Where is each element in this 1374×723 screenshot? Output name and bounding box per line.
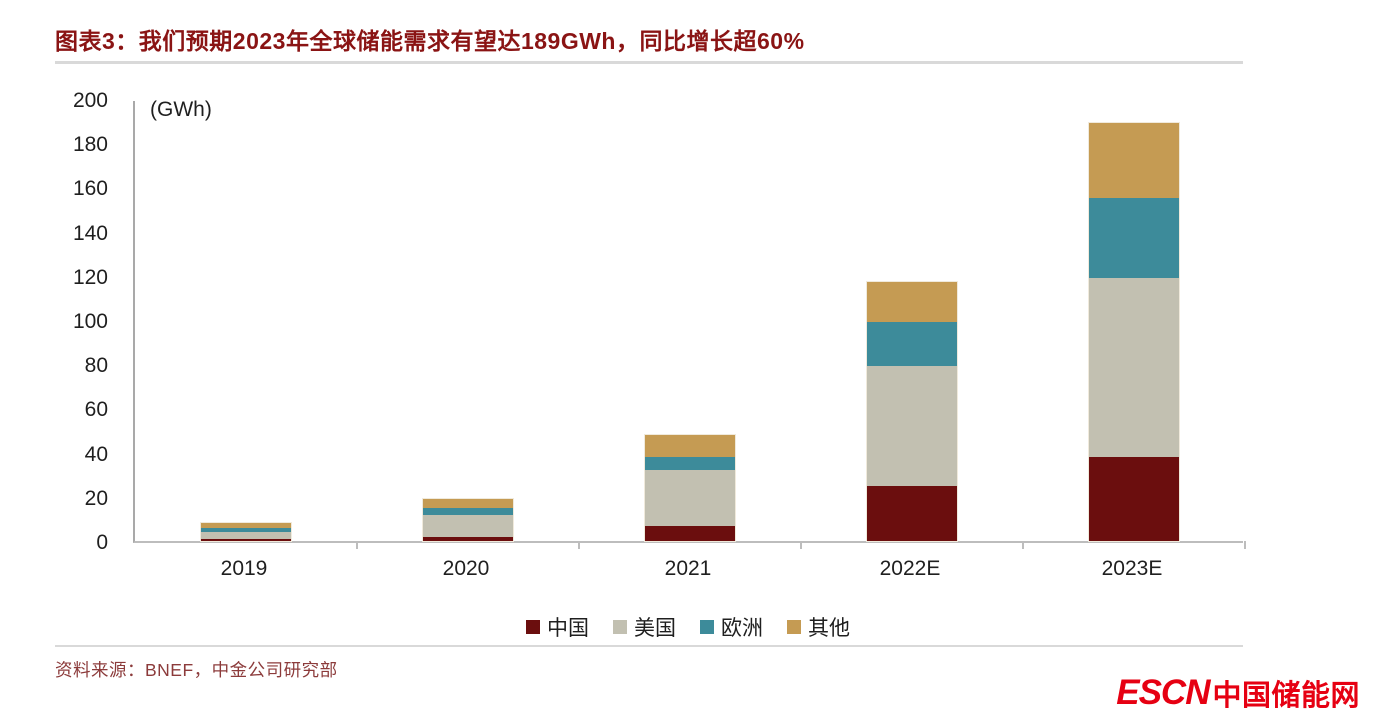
bar-slot <box>579 101 801 543</box>
legend: 中国 美国 欧洲 其他 <box>133 612 1243 642</box>
bar-segment-中国 <box>867 485 957 541</box>
bar-segment-美国 <box>1089 278 1179 458</box>
bar-slot <box>357 101 579 542</box>
title-divider-line <box>55 61 1243 64</box>
bar-segment-欧洲 <box>645 457 735 471</box>
legend-item-中国: 中国 <box>526 612 589 642</box>
legend-item-欧洲: 欧洲 <box>700 612 763 642</box>
legend-swatch-icon <box>613 620 627 634</box>
escn-logo: ESCN 中国储能网 <box>1116 672 1360 714</box>
escn-logo-cjk: 中国储能网 <box>1212 680 1360 712</box>
plot-area <box>133 101 1246 549</box>
stacked-bar-2020 <box>422 498 514 542</box>
bar-slot <box>801 101 1023 542</box>
y-axis-tick-label: 0 <box>96 531 108 554</box>
x-axis-tick-mark <box>578 541 580 549</box>
y-axis-tick-label: 160 <box>72 177 108 201</box>
bar-segment-美国 <box>645 470 735 526</box>
bar-slot <box>135 101 357 542</box>
x-axis-category-label: 2023E <box>1101 557 1163 580</box>
x-axis-tick-mark <box>1244 541 1246 549</box>
bar-segment-其他 <box>423 499 513 508</box>
bar-segment-中国 <box>201 538 291 541</box>
footer-divider-line <box>55 645 1243 647</box>
x-axis-category-label: 2022E <box>879 557 941 580</box>
legend-label: 美国 <box>634 617 676 640</box>
legend-swatch-icon <box>700 620 714 634</box>
y-axis-tick-label: 60 <box>84 398 108 422</box>
bar-segment-欧洲 <box>1089 198 1179 279</box>
y-axis-tick-label: 100 <box>72 310 108 333</box>
legend-label: 中国 <box>547 617 589 640</box>
legend-swatch-icon <box>526 620 540 634</box>
x-axis-category-label: 2019 <box>220 557 268 580</box>
bar-segment-其他 <box>645 434 735 458</box>
source-attribution: 资料来源：BNEF，中金公司研究部 <box>55 660 338 680</box>
x-axis-tick-mark <box>800 541 802 549</box>
y-axis-tick-label: 180 <box>72 133 108 157</box>
y-axis-unit-label: (GWh) <box>150 98 212 121</box>
bar-segment-美国 <box>423 514 513 537</box>
y-axis-tick-label: 200 <box>72 89 108 112</box>
x-axis-category-label: 2021 <box>664 557 712 580</box>
x-axis-category-label: 2020 <box>442 557 490 580</box>
legend-swatch-icon <box>787 620 801 634</box>
bar-segment-美国 <box>867 366 957 486</box>
x-axis-tick-mark <box>1022 541 1024 549</box>
stacked-bar-2021 <box>644 433 736 543</box>
y-axis-tick-label: 120 <box>72 265 108 289</box>
bar-slot <box>1023 101 1245 542</box>
legend-label: 其他 <box>808 617 850 640</box>
y-axis-tick-label: 40 <box>84 442 108 466</box>
bar-segment-欧洲 <box>867 322 957 367</box>
bar-segment-美国 <box>201 532 291 539</box>
bar-segment-中国 <box>423 536 513 541</box>
chart-title: 图表3：我们预期2023年全球储能需求有望达189GWh，同比增长超60% <box>55 28 805 54</box>
legend-label: 欧洲 <box>721 617 763 640</box>
y-axis-tick-label: 20 <box>84 486 108 510</box>
bar-segment-欧洲 <box>201 527 291 533</box>
legend-item-其他: 其他 <box>787 612 850 642</box>
stacked-bar-2023E <box>1088 122 1180 542</box>
bar-segment-其他 <box>201 523 291 528</box>
y-axis-tick-label: 140 <box>72 221 108 245</box>
stacked-bar-2022E <box>866 281 958 542</box>
bar-segment-中国 <box>1089 457 1179 541</box>
bar-segment-中国 <box>645 525 735 541</box>
x-axis-tick-mark <box>356 541 358 549</box>
bar-segment-欧洲 <box>423 507 513 515</box>
bar-segment-其他 <box>867 282 957 323</box>
escn-logo-latin: ESCN <box>1116 673 1210 712</box>
stacked-bar-2019 <box>200 522 292 542</box>
y-axis-tick-label: 80 <box>84 354 108 378</box>
bar-segment-其他 <box>1089 123 1179 199</box>
legend-item-美国: 美国 <box>613 612 676 642</box>
